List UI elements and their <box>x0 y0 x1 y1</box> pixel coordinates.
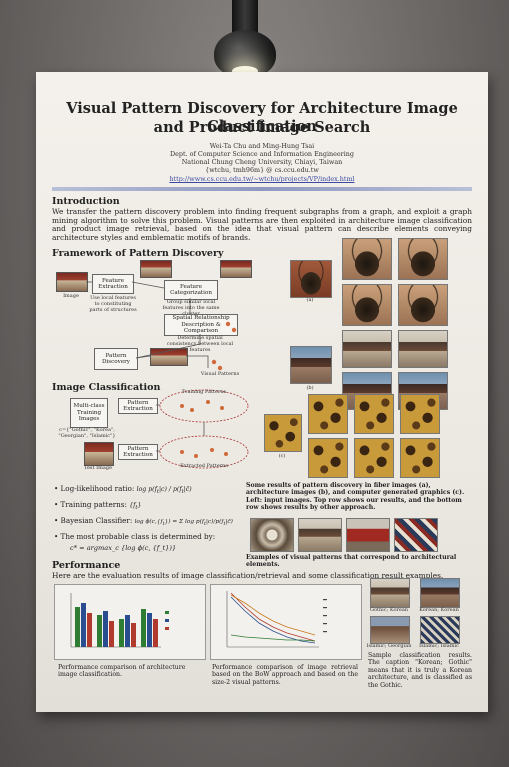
poster: Visual Pattern Discovery for Architectur… <box>36 72 488 712</box>
rose-window-example <box>250 518 294 552</box>
bullet-log-likelihood: • Log-likelihood ratio: log p(ft|c) / p(… <box>54 484 192 496</box>
test-image-thumb <box>84 442 114 466</box>
feature-extraction-box: Feature Extraction <box>92 274 134 294</box>
argmax-formula: c* = argmax_c {log ϕ(c, {f_t})} <box>70 544 177 552</box>
graphics-result-c3 <box>400 394 440 434</box>
feature-categorization-box: Feature Categorization <box>164 280 218 300</box>
lamp <box>214 0 276 78</box>
performance-text: Here are the evaluation results of image… <box>52 571 444 580</box>
intro-heading: Introduction <box>52 196 120 207</box>
graphics-result-c6 <box>400 438 440 478</box>
architecture-input-image-b <box>290 346 332 384</box>
title-line-2: and Product Image Search <box>153 119 371 136</box>
fiber-input-image-a <box>290 260 332 298</box>
label-b: (b) <box>306 385 314 391</box>
pattern-tile-example <box>394 518 438 552</box>
image-label: Image <box>63 293 79 299</box>
perf-caption-2: Performance comparison of image retrieva… <box>212 664 358 686</box>
extracted-patterns-label: Extracted Patterns <box>180 463 228 469</box>
email: {wtchu, tmh96m} @ cs.ccu.edu.tw <box>205 166 319 174</box>
pattern-discovery-box: Pattern Discovery <box>94 348 138 370</box>
fiber-result-a4 <box>398 284 448 326</box>
project-url[interactable]: http://www.cs.ccu.edu.tw/~wtchu/projects… <box>169 175 355 183</box>
architecture-result-b1 <box>342 330 392 368</box>
title-rule <box>52 187 472 191</box>
sample-islamic-islamic <box>420 616 460 644</box>
classes-label: c={"Gothic", "Korea", "Georgian", "Islam… <box>58 427 116 439</box>
perf-caption-1: Performance comparison of architecture i… <box>58 664 186 679</box>
lamp-glow <box>232 66 258 76</box>
classification-heading: Image Classification <box>52 382 161 393</box>
bullet-bayesian-text: Bayesian Classifier: <box>60 516 133 525</box>
university: National Chung Cheng University, Chiayi,… <box>181 158 343 166</box>
bullet-training-patterns: • Training patterns: {ft} <box>54 500 142 512</box>
fiber-result-a3 <box>342 284 392 326</box>
bullet-log-likelihood-text: Log-likelihood ratio: <box>60 484 135 493</box>
spatial-relationship-box: Spatial Relationship Description & Compa… <box>164 314 238 336</box>
bullet-most-probable-text: The most probable class is determined by… <box>60 532 216 541</box>
training-patterns-label: Training Patterns <box>181 389 227 395</box>
roof-example <box>298 518 342 552</box>
label-a: (a) <box>306 297 314 303</box>
feature-categorization-note: Group similar local features into the sa… <box>162 299 220 317</box>
pattern-extraction-box-1: Pattern Extraction <box>118 398 158 414</box>
test-image-label: Test Image <box>84 465 112 471</box>
bullet-training-patterns-text: Training patterns: <box>60 500 127 509</box>
results-caption: Some results of pattern discovery in fib… <box>246 482 465 512</box>
classification-bar-chart <box>54 584 206 660</box>
sample-label-2: Korean; Korean <box>419 607 459 613</box>
retrieval-line-chart <box>210 584 362 660</box>
examples-caption: Examples of visual patterns that corresp… <box>246 554 457 569</box>
feature-extraction-note: Use local features to constituting parts… <box>89 295 137 313</box>
pattern-extraction-box-2: Pattern Extraction <box>118 444 158 460</box>
graphics-result-c5 <box>354 438 394 478</box>
sample-label-4: Islamic; Islamic <box>419 643 459 649</box>
framework-heading: Framework of Pattern Discovery <box>52 248 224 259</box>
fiber-result-a2 <box>398 238 448 280</box>
architecture-result-b2 <box>398 330 448 368</box>
multiclass-training-box: Multi-class Training Images <box>70 398 108 428</box>
framework-arrows <box>86 281 237 371</box>
visual-patterns-label: Visual Patterns <box>200 371 240 377</box>
performance-heading: Performance <box>52 560 121 571</box>
intro-text: We transfer the pattern discovery proble… <box>52 207 472 242</box>
sample-islamic-georgian <box>370 616 410 644</box>
classification-diagram <box>156 389 249 469</box>
authors: Wei-Ta Chu and Ming-Hung Tsai <box>209 142 315 150</box>
bullet-most-probable: • The most probable class is determined … <box>54 532 216 541</box>
label-c: (c) <box>278 453 286 459</box>
perf-caption-3: Sample classification results. The capti… <box>368 652 472 689</box>
features-thumb <box>140 260 172 278</box>
sample-label-1: Gothic; Korean <box>369 607 409 613</box>
graphics-result-c4 <box>308 438 348 478</box>
clusters-thumb <box>220 260 252 278</box>
sample-korean-korean <box>420 578 460 608</box>
sample-label-3: Islamic; Georgian <box>366 643 412 649</box>
sample-gothic-korean <box>370 578 410 608</box>
facade-example <box>346 518 390 552</box>
department: Dept. of Computer Science and Informatio… <box>170 150 354 158</box>
fiber-result-a1 <box>342 238 392 280</box>
bullet-bayesian: • Bayesian Classifier: log ϕ(c,{ft}) = Σ… <box>54 516 233 528</box>
title-line-1: Visual Pattern Discovery for Architectur… <box>66 100 458 135</box>
graphics-input-image-c <box>264 414 302 452</box>
graphics-result-c2 <box>354 394 394 434</box>
graphics-result-c1 <box>308 394 348 434</box>
